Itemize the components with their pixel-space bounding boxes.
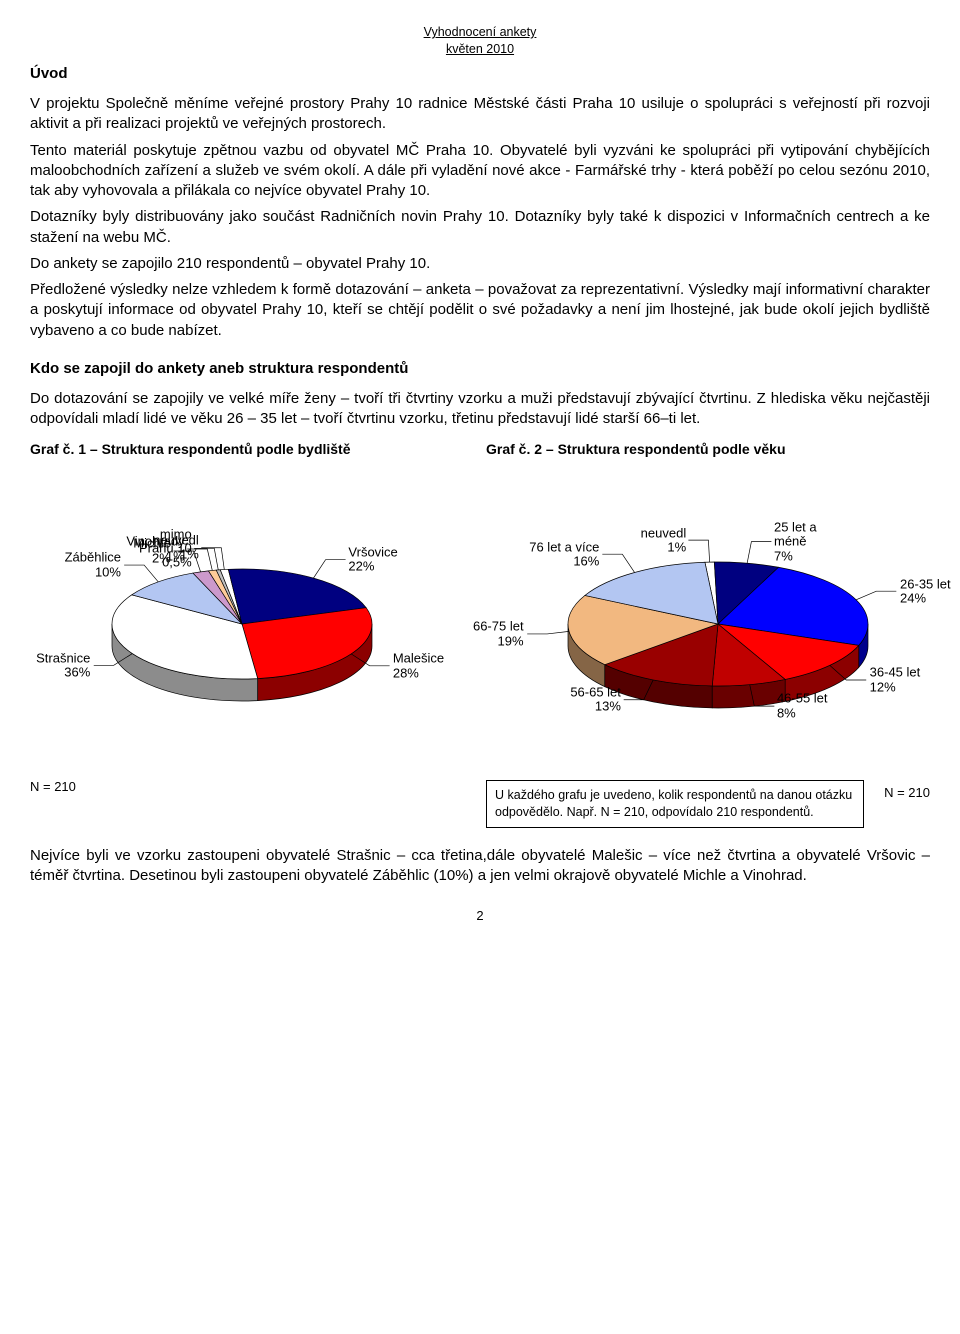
section2-p1: Do dotazování se zapojily ve velké míře … bbox=[30, 389, 930, 430]
pie-slice-label: 26-35 let 24% bbox=[900, 577, 951, 606]
pie-slice-label: Michle 2% bbox=[133, 537, 171, 566]
pie-slice-label: neuvedl 1% bbox=[641, 526, 687, 555]
chart1-n: N = 210 bbox=[30, 778, 474, 796]
charts-row: Graf č. 1 – Struktura respondentů podle … bbox=[30, 440, 930, 829]
pie-slice-label: Malešice 28% bbox=[393, 652, 444, 681]
pie-slice-label: 36-45 let 12% bbox=[870, 666, 921, 695]
pie-slice-label: 25 let a méně 7% bbox=[774, 521, 817, 564]
intro-title: Úvod bbox=[30, 64, 930, 84]
intro-p3: Dotazníky byly distribuovány jako součás… bbox=[30, 207, 930, 248]
pie-slice-label: Záběhlice 10% bbox=[65, 551, 121, 580]
page-number: 2 bbox=[30, 907, 930, 925]
chart-footnote: U každého grafu je uvedeno, kolik respon… bbox=[486, 780, 864, 828]
chart1-pie: Vinohrady 1%mimo Prahu 10 0,5%neuvedl 1%… bbox=[30, 464, 474, 774]
intro-p5: Předložené výsledky nelze vzhledem k for… bbox=[30, 280, 930, 341]
pie-slice-label: 66-75 let 19% bbox=[473, 620, 524, 649]
doc-header-line2: květen 2010 bbox=[446, 42, 514, 56]
intro-p4: Do ankety se zapojilo 210 respondentů – … bbox=[30, 254, 930, 274]
pie-slice-label: 46-55 let 8% bbox=[777, 692, 828, 721]
chart2-n: N = 210 bbox=[884, 784, 930, 802]
pie-slice-label: Strašnice 36% bbox=[36, 651, 90, 680]
pie-slice-label: 56-65 let 13% bbox=[570, 686, 621, 715]
chart2-title: Graf č. 2 – Struktura respondentů podle … bbox=[486, 440, 930, 459]
intro-p2: Tento materiál poskytuje zpětnou vazbu o… bbox=[30, 141, 930, 202]
closing-paragraph: Nejvíce byli ve vzorku zastoupeni obyvat… bbox=[30, 846, 930, 887]
chart1-column: Graf č. 1 – Struktura respondentů podle … bbox=[30, 440, 474, 829]
chart2-column: Graf č. 2 – Struktura respondentů podle … bbox=[486, 440, 930, 829]
doc-header: Vyhodnocení ankety květen 2010 bbox=[30, 24, 930, 58]
pie-slice-label: Vršovice 22% bbox=[348, 546, 397, 575]
section2-title: Kdo se zapojil do ankety aneb struktura … bbox=[30, 359, 930, 379]
doc-header-line1: Vyhodnocení ankety bbox=[424, 25, 537, 39]
pie-slice-label: 76 let a více 16% bbox=[529, 540, 599, 569]
chart1-title: Graf č. 1 – Struktura respondentů podle … bbox=[30, 440, 474, 459]
intro-p1: V projektu Společně měníme veřejné prost… bbox=[30, 94, 930, 135]
chart2-pie: neuvedl 1%25 let a méně 7%26-35 let 24%3… bbox=[486, 464, 930, 774]
